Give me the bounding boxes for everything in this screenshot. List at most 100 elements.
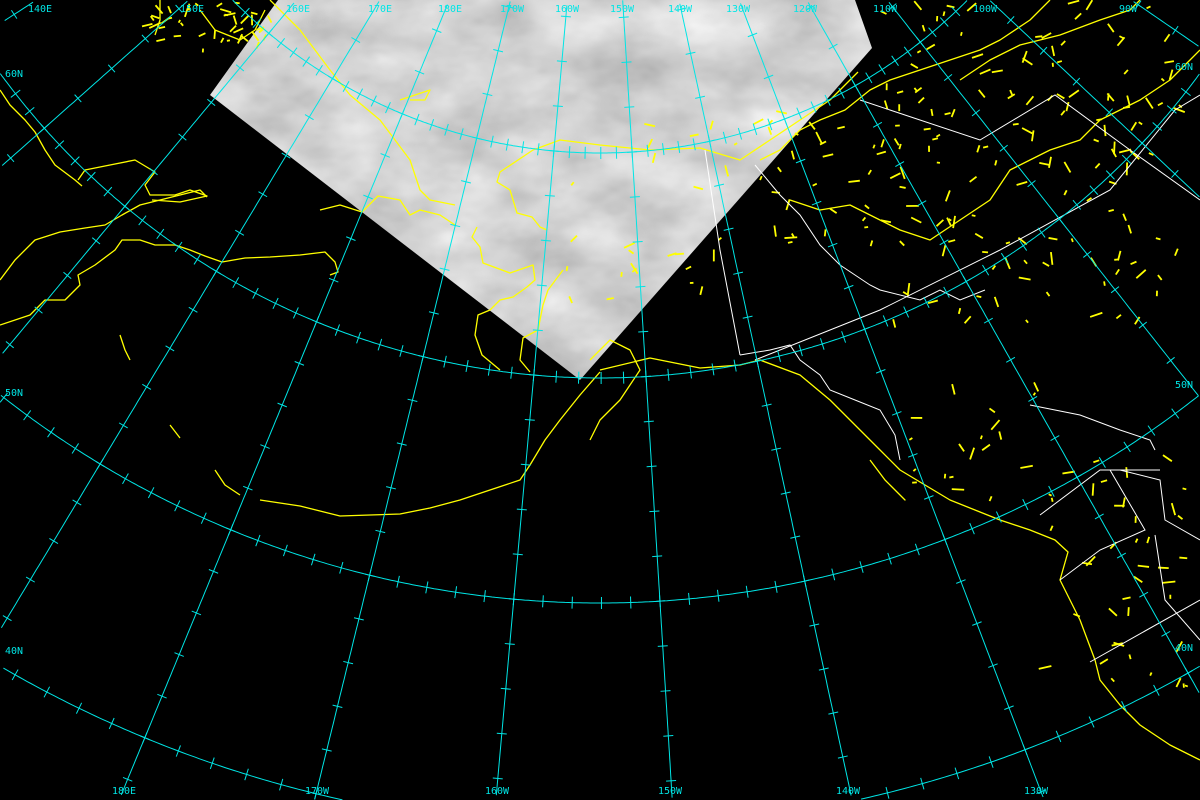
longitude-label: 150W <box>609 4 635 15</box>
parallel-tick <box>1121 154 1132 164</box>
lake-shoreline <box>568 296 573 304</box>
parallel-tick <box>555 370 558 383</box>
border-line <box>1154 534 1200 641</box>
meridian-tick <box>685 51 696 55</box>
lake-shoreline <box>1089 311 1103 318</box>
coastline-segment <box>789 49 1200 241</box>
lake-shoreline <box>893 138 900 146</box>
meridian-line <box>4 1 34 22</box>
lake-shoreline <box>1060 110 1066 116</box>
lake-shoreline <box>948 239 956 243</box>
meridian-tick <box>1166 356 1175 364</box>
meridian-tick <box>118 422 128 429</box>
coastline-segment <box>0 189 208 281</box>
lake-shoreline <box>988 495 993 502</box>
meridian-tick <box>461 180 471 184</box>
meridian-tick <box>666 779 677 782</box>
lake-shoreline <box>1108 607 1118 617</box>
parallel-tick <box>120 201 130 212</box>
lake-shoreline <box>1096 118 1102 121</box>
meridian-tick <box>428 311 439 315</box>
meridian-tick <box>624 106 635 108</box>
lake-shoreline <box>759 175 763 181</box>
parallel-tick <box>334 324 340 336</box>
parallel-tick <box>1184 667 1192 679</box>
parallel-tick <box>667 368 670 381</box>
meridian-tick <box>956 579 966 584</box>
lake-shoreline <box>1130 121 1138 131</box>
lake-shoreline <box>1163 33 1171 43</box>
border-line <box>754 94 1200 361</box>
lake-shoreline <box>1048 493 1053 497</box>
parallel-tick <box>1147 425 1156 436</box>
parallel-tick <box>1105 170 1115 180</box>
lake-shoreline <box>1094 162 1101 169</box>
lake-shoreline <box>889 172 901 180</box>
lake-shoreline <box>848 179 860 183</box>
lake-shoreline <box>1113 641 1125 647</box>
coastline-segment <box>471 226 536 371</box>
parallel-tick <box>252 18 262 28</box>
longitude-label: 160W <box>484 786 510 797</box>
meridian-tick <box>747 32 758 38</box>
meridian-tick <box>122 777 133 782</box>
parallel-tick <box>851 80 859 92</box>
parallel-tick <box>313 316 320 328</box>
parallel-tick <box>1048 485 1055 497</box>
lake-shoreline <box>1179 556 1188 560</box>
lake-shoreline <box>1146 5 1151 10</box>
parallel-tick <box>777 350 781 363</box>
border-line <box>1059 469 1146 581</box>
parallel-tick <box>356 88 364 100</box>
parallel-tick <box>276 38 286 49</box>
meridian-tick <box>5 341 14 349</box>
lake-shoreline <box>1173 107 1186 113</box>
meridian-tick <box>407 398 418 402</box>
lake-shoreline <box>910 63 919 69</box>
lake-shoreline <box>1025 319 1029 324</box>
coastline-segment <box>589 339 641 441</box>
parallel-tick <box>943 286 950 298</box>
meridian-line <box>622 0 673 798</box>
parallel-tick <box>774 580 778 593</box>
meridian-tick <box>540 239 551 242</box>
lake-shoreline <box>1133 575 1143 583</box>
parallel-tick <box>1000 252 1009 264</box>
parallel-tick <box>798 344 803 357</box>
meridian-tick <box>828 43 838 50</box>
lake-shoreline <box>942 11 946 17</box>
latitude-label: 50N <box>1174 380 1194 391</box>
parallel-tick <box>631 145 633 159</box>
border-line <box>1039 469 1160 516</box>
lake-shoreline <box>1039 162 1050 166</box>
longitude-label: 100W <box>972 4 998 15</box>
lake-shoreline <box>154 4 164 15</box>
lake-shoreline <box>948 218 952 222</box>
meridian-tick <box>1005 356 1016 363</box>
lake-shoreline <box>899 185 906 189</box>
lake-shoreline <box>1134 538 1139 543</box>
lake-shoreline <box>872 144 876 149</box>
lake-shoreline <box>883 100 889 110</box>
lake-shoreline <box>1050 497 1054 502</box>
parallel-tick <box>882 315 889 327</box>
lake-shoreline <box>752 118 764 126</box>
lake-shoreline <box>1056 93 1065 100</box>
meridian-tick <box>657 645 668 647</box>
lake-shoreline <box>960 31 963 36</box>
lake-shoreline <box>630 262 639 275</box>
lake-shoreline <box>963 315 972 324</box>
lake-shoreline <box>1032 392 1036 396</box>
lake-shoreline <box>1106 92 1115 102</box>
lake-shoreline <box>946 217 952 226</box>
lake-shoreline <box>1038 665 1052 670</box>
lake-shoreline <box>1099 658 1109 665</box>
lake-shoreline <box>777 166 782 173</box>
coastline-segment <box>0 239 339 326</box>
meridian-tick <box>652 555 663 558</box>
parallel-tick <box>810 101 817 113</box>
parallel-tick <box>255 534 261 547</box>
parallel-tick <box>942 533 948 546</box>
